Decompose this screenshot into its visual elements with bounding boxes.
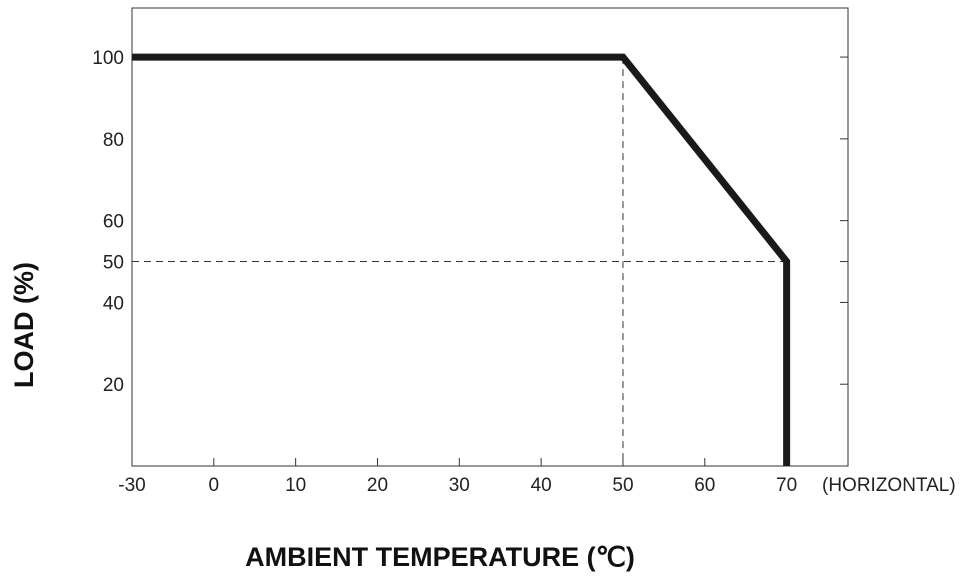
x-tick-label: 20 bbox=[367, 475, 388, 496]
annotation: (HORIZONTAL) bbox=[822, 475, 956, 496]
y-tick-label: 40 bbox=[103, 293, 124, 314]
x-tick-label: 0 bbox=[209, 475, 220, 496]
x-tick-label: 30 bbox=[449, 475, 470, 496]
x-tick-label: -30 bbox=[118, 475, 145, 496]
plot-frame bbox=[131, 7, 849, 467]
y-tick-label: 20 bbox=[103, 375, 124, 396]
y-tick-label: 100 bbox=[92, 48, 124, 69]
x-tick-label: 70 bbox=[776, 475, 797, 496]
x-tick-label: 40 bbox=[531, 475, 552, 496]
x-tick-label: 60 bbox=[694, 475, 715, 496]
y-tick-label: 50 bbox=[103, 253, 124, 274]
y-axis-title: LOAD (%) bbox=[9, 262, 39, 388]
x-tick-label: 50 bbox=[612, 475, 633, 496]
y-tick-label: 60 bbox=[103, 212, 124, 233]
x-tick-label: 10 bbox=[285, 475, 306, 496]
x-axis-title: AMBIENT TEMPERATURE (℃) bbox=[245, 542, 635, 572]
derating-line bbox=[132, 53, 791, 466]
y-tick-label: 80 bbox=[103, 130, 124, 151]
